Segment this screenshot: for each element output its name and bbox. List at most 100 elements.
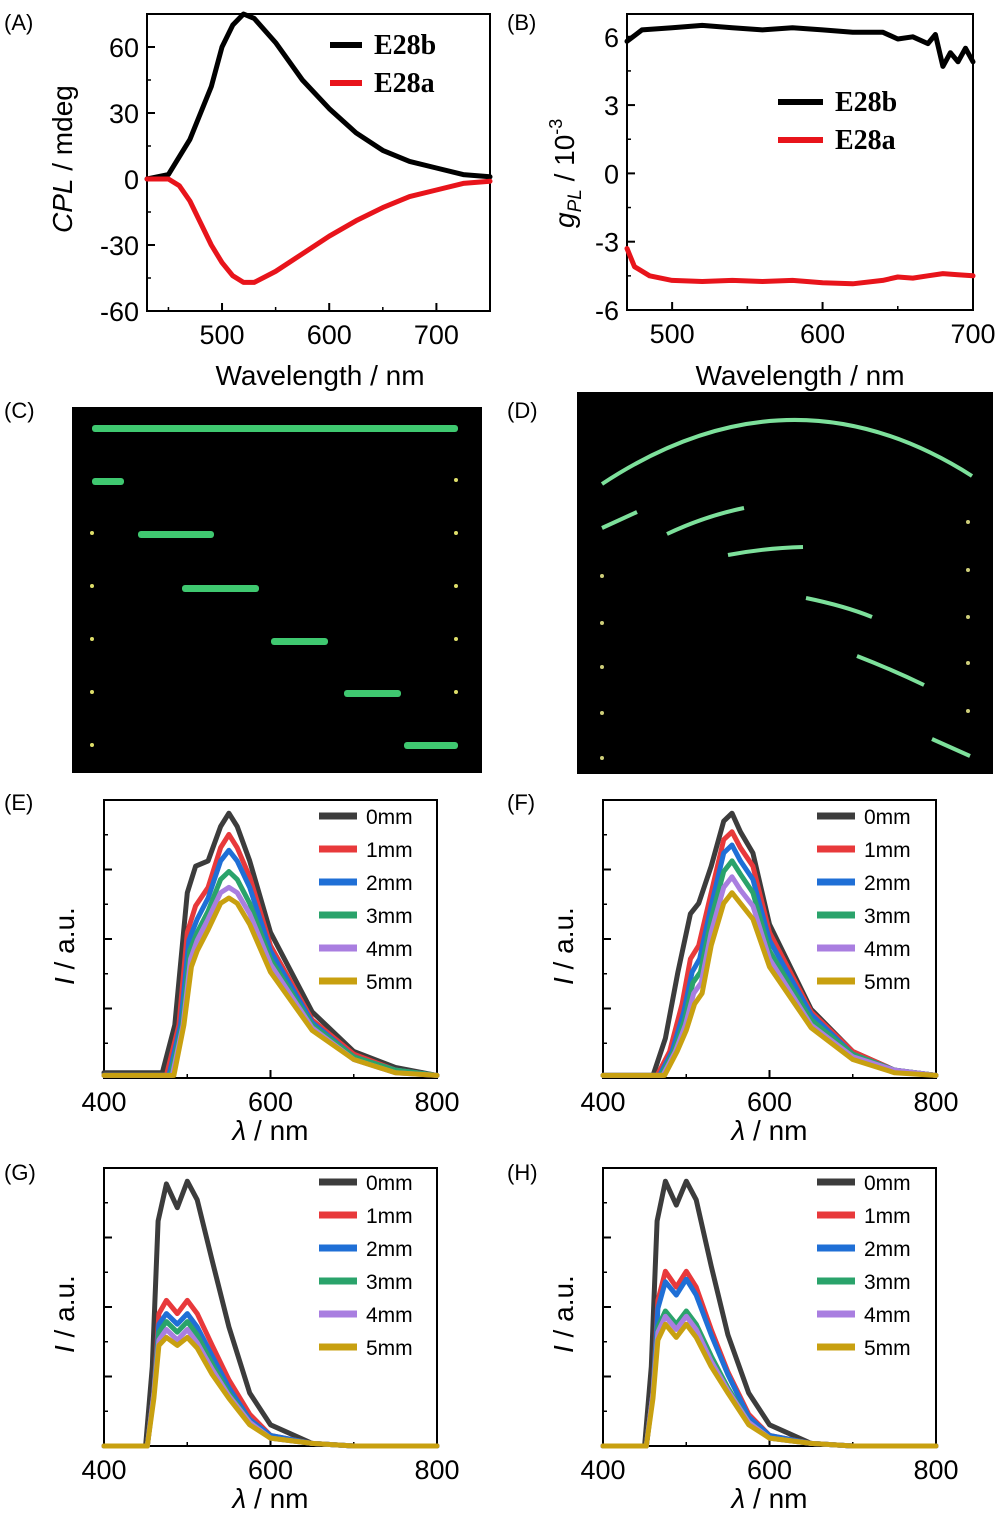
panel-label-h: (H): [507, 1160, 538, 1185]
x-tick-label: 600: [248, 1455, 293, 1485]
y-axis-title: I / a.u.: [548, 907, 579, 985]
x-tick-label: 500: [650, 319, 695, 349]
x-tick-label: 800: [414, 1087, 459, 1117]
chart-e: 400 600 800 I / a.u. λ / nm 0mm 1mm 2mm 3mm 4mm 5m…: [49, 799, 460, 1146]
x-tick-label: 500: [200, 320, 245, 350]
legend-label: 1mm: [864, 839, 911, 862]
y-tick-label: -6: [595, 296, 619, 326]
series-line-e28b: [624, 22, 976, 69]
y-tick-label: -30: [100, 231, 139, 261]
x-tick-label: 600: [747, 1087, 792, 1117]
series-line-5mm: [600, 890, 939, 1078]
xlabel-b: Wavelength / nm: [695, 360, 904, 391]
y-tick-label: 0: [604, 159, 619, 189]
legend-label: 0mm: [366, 1172, 413, 1195]
chart-g: 400 600 800 I / a.u. λ / nm 0mm 1mm 2mm 3mm 4mm 5m…: [49, 1167, 460, 1514]
y-axis-title: I / a.u.: [49, 907, 80, 985]
photo-d: [577, 392, 993, 774]
chart-h: 400 600 800 I / a.u. λ / nm 0mm 1mm 2mm 3mm 4mm 5m…: [548, 1167, 959, 1514]
plot-frame: [146, 13, 491, 312]
legend-label: E28a: [835, 125, 896, 156]
legend-label: 5mm: [366, 971, 413, 994]
legend: 0mm 1mm 2mm 3mm 4mm 5mm: [817, 806, 911, 994]
legend-label: 4mm: [366, 938, 413, 961]
y-tick-label: 3: [604, 91, 619, 121]
x-tick-label: 400: [580, 1087, 625, 1117]
x-tick-label: 700: [950, 319, 995, 349]
series-line-e28b: [144, 11, 493, 182]
legend-label: 4mm: [366, 1304, 413, 1327]
y-tick-label: 0: [124, 165, 139, 195]
ylabel-b: gPL / 10-3: [546, 119, 586, 228]
legend: E28b E28a: [778, 87, 897, 156]
panel-label-b: (B): [507, 10, 536, 35]
panel-label-e: (E): [4, 790, 33, 815]
y-tick-label: -60: [100, 297, 139, 327]
x-axis-title: λ / nm: [230, 1483, 308, 1514]
panel-label-g: (G): [4, 1160, 36, 1185]
x-axis-title: λ / nm: [230, 1115, 308, 1146]
x-tick-label: 400: [81, 1455, 126, 1485]
photo-c: [72, 407, 482, 773]
legend-label: 2mm: [366, 1238, 413, 1261]
y-tick-label: -3: [595, 228, 619, 258]
series-line-5mm: [101, 1334, 440, 1449]
series-line-0mm: [101, 810, 440, 1078]
y-tick-label: 6: [604, 23, 619, 53]
legend-label: E28b: [374, 30, 436, 61]
series-line-5mm: [600, 1321, 939, 1449]
legend-label: 3mm: [366, 1271, 413, 1294]
legend-label: 3mm: [864, 905, 911, 928]
x-tick-label: 600: [248, 1087, 293, 1117]
y-tick-label: 60: [109, 33, 139, 63]
x-tick-label: 400: [81, 1087, 126, 1117]
legend: E28b E28a: [330, 30, 436, 99]
legend-label: E28a: [374, 68, 435, 99]
x-tick-label: 600: [800, 319, 845, 349]
y-tick-label: 30: [109, 99, 139, 129]
series-line-5mm: [101, 895, 440, 1078]
legend: 0mm 1mm 2mm 3mm 4mm 5mm: [319, 1172, 413, 1360]
chart-b: 500 600 700 -6 -3 0 3 6 E28b E28a: [595, 13, 996, 349]
legend-label: 2mm: [366, 872, 413, 895]
xlabel-a: Wavelength / nm: [215, 360, 424, 391]
legend-label: 0mm: [864, 1172, 911, 1195]
legend-label: 4mm: [864, 938, 911, 961]
legend-label: 5mm: [864, 971, 911, 994]
legend-label: 3mm: [366, 905, 413, 928]
panel-label-d: (D): [507, 398, 538, 423]
x-tick-label: 800: [913, 1455, 958, 1485]
legend-label: E28b: [835, 87, 897, 118]
series-line-e28a: [624, 246, 976, 287]
ylabel-a: CPL / mdeg: [47, 85, 78, 233]
x-axis-title: λ / nm: [729, 1483, 807, 1514]
chart-f: 400 600 800 I / a.u. λ / nm 0mm 1mm 2mm 3mm 4mm 5m…: [548, 799, 959, 1146]
legend-label: 2mm: [864, 872, 911, 895]
chart-a: 500 600 700 -60 -30 0 30 60 E28b E28a: [100, 11, 493, 350]
x-tick-label: 400: [580, 1455, 625, 1485]
legend: 0mm 1mm 2mm 3mm 4mm 5mm: [319, 806, 413, 994]
legend-label: 2mm: [864, 1238, 911, 1261]
x-tick-label: 600: [747, 1455, 792, 1485]
legend-label: 0mm: [366, 806, 413, 829]
legend-label: 5mm: [864, 1337, 911, 1360]
y-axis-title: I / a.u.: [548, 1275, 579, 1353]
legend-label: 4mm: [864, 1304, 911, 1327]
panel-label-f: (F): [507, 790, 535, 815]
plot-frame: [626, 13, 974, 311]
panel-label-a: (A): [4, 10, 33, 35]
legend-label: 5mm: [366, 1337, 413, 1360]
x-tick-label: 600: [307, 320, 352, 350]
series-line-e28a: [144, 176, 493, 285]
x-axis-title: λ / nm: [729, 1115, 807, 1146]
legend-label: 1mm: [366, 1205, 413, 1228]
legend-label: 1mm: [864, 1205, 911, 1228]
legend-label: 1mm: [366, 839, 413, 862]
legend-label: 0mm: [864, 806, 911, 829]
y-axis-title: I / a.u.: [49, 1275, 80, 1353]
legend: 0mm 1mm 2mm 3mm 4mm 5mm: [817, 1172, 911, 1360]
legend-label: 3mm: [864, 1271, 911, 1294]
x-tick-label: 700: [414, 320, 459, 350]
